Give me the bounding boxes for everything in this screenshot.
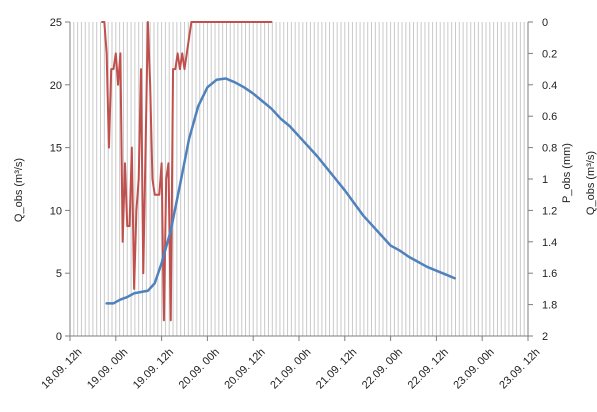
left-y-tick-label: 0 xyxy=(56,331,62,343)
right-y-tick-label: 0.6 xyxy=(542,111,557,123)
right-y-tick-label: 0 xyxy=(542,17,548,29)
right-y-tick-label: 2 xyxy=(542,331,548,343)
right-y-tick-label: 1.8 xyxy=(542,300,557,312)
discharge-series-line xyxy=(105,77,456,305)
axis-layer xyxy=(65,21,533,341)
left-y-tick-label: 10 xyxy=(50,205,62,217)
precipitation-series-line xyxy=(101,21,273,322)
right-axis-title-inner: P_obs (mm) xyxy=(561,143,573,203)
left-y-tick-label: 5 xyxy=(56,268,62,280)
right-y-tick-label: 0.2 xyxy=(542,48,557,60)
left-y-tick-label: 20 xyxy=(50,80,62,92)
left-y-tick-label: 25 xyxy=(50,17,62,29)
right-y-tick-label: 1.2 xyxy=(542,205,557,217)
right-y-tick-label: 0.8 xyxy=(542,143,557,155)
right-y-tick-label: 1 xyxy=(542,174,548,186)
right-y-tick-label: 1.4 xyxy=(542,237,557,249)
right-axis-title-outer: Q_obs (m³/s) xyxy=(585,151,597,215)
left-axis-title: Q_obs (m³/s) xyxy=(13,158,25,222)
right-y-tick-label: 1.6 xyxy=(542,268,557,280)
right-y-tick-label: 0.4 xyxy=(542,80,557,92)
series-layer xyxy=(101,21,456,322)
left-y-tick-label: 15 xyxy=(50,143,62,155)
